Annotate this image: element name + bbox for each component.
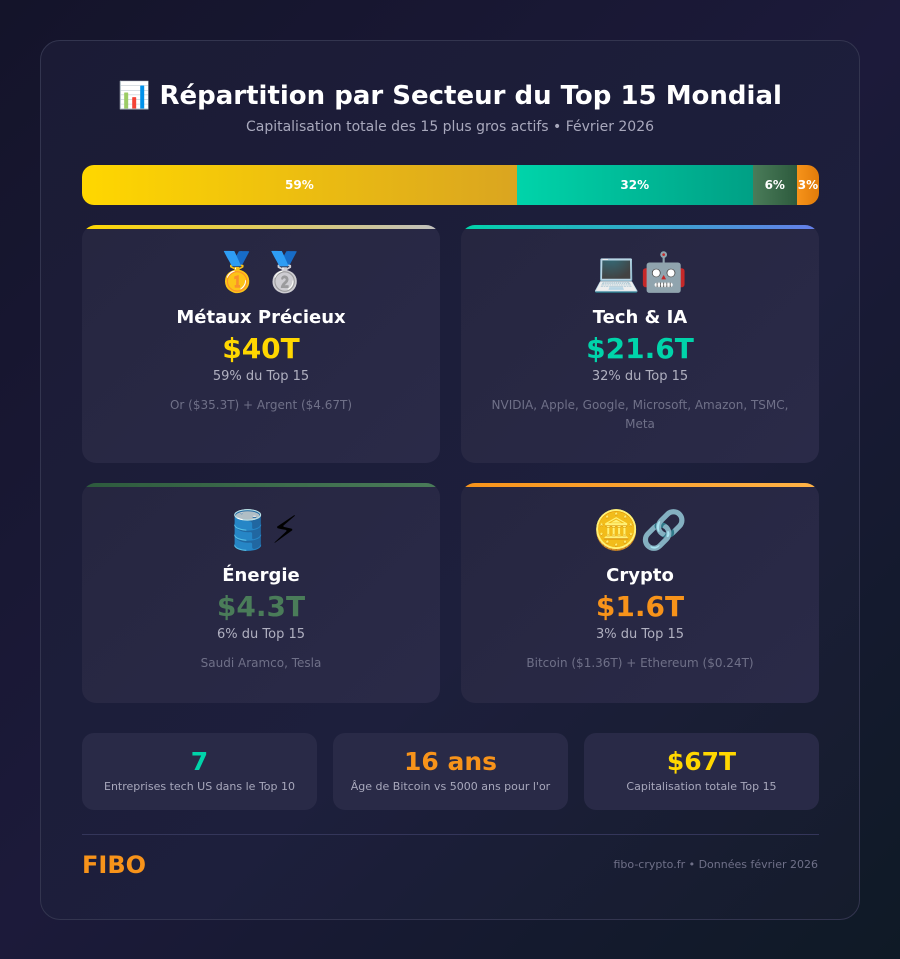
stat-label: Entreprises tech US dans le Top 10 [104, 780, 295, 793]
segment-energy: 6% [752, 165, 797, 205]
stat-value: 16 ans [403, 747, 498, 776]
sector-value: $40T [222, 332, 300, 365]
distribution-bar: 59% 32% 6% 3% [82, 165, 819, 205]
sector-details: NVIDIA, Apple, Google, Microsoft, Amazon… [491, 398, 789, 431]
sector-name: Énergie [222, 565, 300, 586]
accent-line [461, 225, 819, 229]
stat-label: Capitalisation totale Top 15 [626, 780, 777, 793]
accent-line [461, 483, 819, 487]
segment-metals: 59% [82, 165, 517, 205]
accent-line [82, 483, 440, 487]
fibo-logo: FIBO [82, 851, 147, 879]
sector-value: $21.6T [586, 332, 694, 365]
coin-link-icon: 🪙🔗 [592, 508, 688, 552]
accent-line [82, 225, 440, 229]
sector-value: $4.3T [216, 590, 306, 623]
stat-label: Âge de Bitcoin vs 5000 ans pour l'or [350, 780, 551, 793]
page-subtitle: Capitalisation totale des 15 plus gros a… [245, 119, 655, 135]
divider [82, 834, 819, 835]
sector-share: 6% du Top 15 [217, 627, 305, 642]
sector-name: Crypto [606, 565, 674, 586]
sector-card-energy: 🛢️⚡ Énergie $4.3T 6% du Top 15 Saudi Ara… [82, 483, 440, 703]
stat-value: $67T [666, 747, 737, 776]
sector-name: Tech & IA [592, 307, 688, 328]
sector-card-crypto: 🪙🔗 Crypto $1.6T 3% du Top 15 Bitcoin ($1… [461, 483, 819, 703]
medal-icon: 🥇🥈 [213, 250, 309, 294]
footer-source: fibo-crypto.fr • Données février 2026 [613, 858, 818, 871]
stat-bitcoin-age: 16 ans Âge de Bitcoin vs 5000 ans pour l… [333, 733, 568, 810]
segment-tech: 32% [516, 165, 753, 205]
infographic-card: 📊 Répartition par Secteur du Top 15 Mond… [40, 40, 860, 920]
sector-name: Métaux Précieux [176, 307, 346, 328]
sector-details: Saudi Aramco, Tesla [200, 656, 322, 670]
page-title: 📊 Répartition par Secteur du Top 15 Mond… [118, 81, 782, 111]
stat-value: 7 [190, 747, 209, 776]
segment-crypto: 3% [796, 165, 819, 205]
sector-card-metals: 🥇🥈 Métaux Précieux $40T 59% du Top 15 Or… [82, 225, 440, 463]
sector-share: 32% du Top 15 [591, 369, 689, 384]
oil-lightning-icon: 🛢️⚡ [224, 508, 298, 552]
stat-tech-count: 7 Entreprises tech US dans le Top 10 [82, 733, 317, 810]
sector-share: 59% du Top 15 [212, 369, 310, 384]
sector-details: Or ($35.3T) + Argent ($4.67T) [169, 398, 353, 412]
laptop-robot-icon: 💻🤖 [592, 250, 688, 294]
sector-value: $1.6T [595, 590, 685, 623]
stat-total-cap: $67T Capitalisation totale Top 15 [584, 733, 819, 810]
sector-card-tech: 💻🤖 Tech & IA $21.6T 32% du Top 15 NVIDIA… [461, 225, 819, 463]
sector-details: Bitcoin ($1.36T) + Ethereum ($0.24T) [526, 656, 754, 670]
sector-share: 3% du Top 15 [596, 627, 684, 642]
